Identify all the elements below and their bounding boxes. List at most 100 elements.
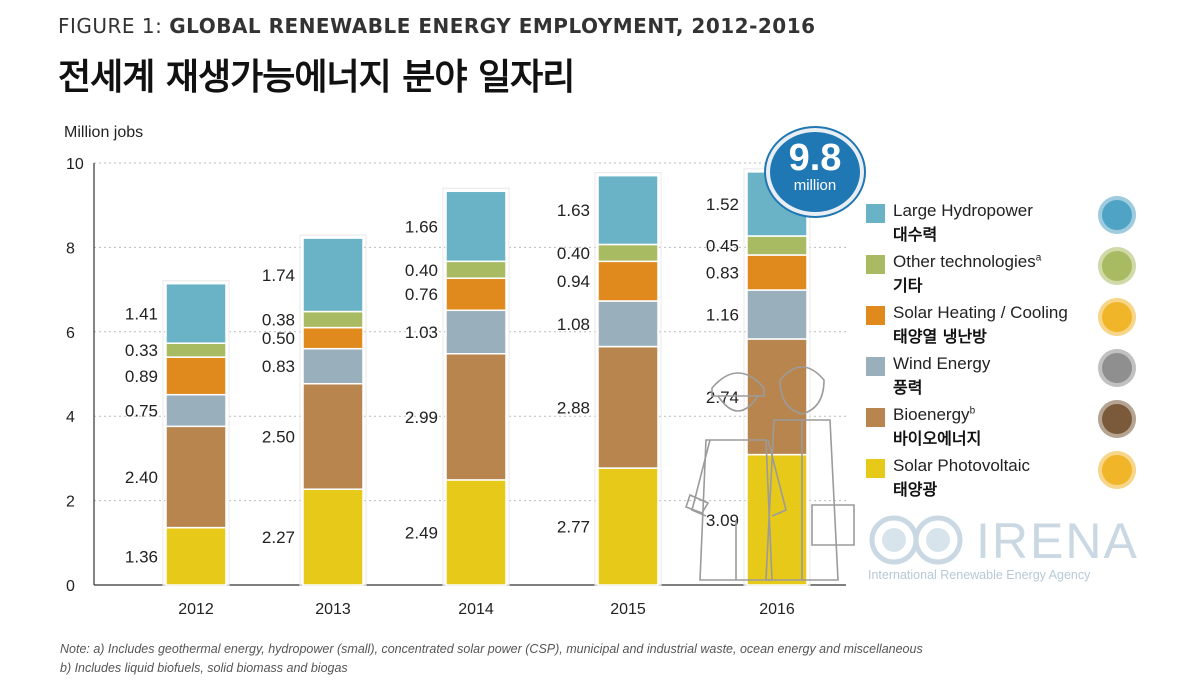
legend-label-text: Wind Energy [893, 354, 991, 373]
legend-label: Solar Heating / Cooling [893, 303, 1068, 323]
footnote-b: b) Includes liquid biofuels, solid bioma… [60, 661, 348, 675]
irena-globe-icon [869, 515, 963, 565]
data-label: 2.50 [262, 427, 295, 446]
wind-icon [1098, 349, 1136, 387]
total-badge: 9.8 million [766, 128, 864, 216]
data-label: 1.16 [706, 305, 739, 324]
legend-label-text: Bioenergy [893, 405, 970, 424]
data-label: 2.49 [405, 523, 438, 542]
page-title: 전세계 재생가능에너지 분야 일자리 [58, 57, 575, 98]
workers-illustration [684, 366, 855, 581]
data-label: 0.83 [706, 264, 739, 283]
bar-segment [445, 260, 507, 279]
irena-subtitle: International Renewable Energy Agency [868, 568, 1091, 582]
leaf-icon [1098, 400, 1136, 438]
bar-segment [597, 243, 659, 263]
worker-outline [765, 419, 839, 581]
legend-label-text: Large Hydropower [893, 201, 1033, 220]
x-tick-label: 2015 [610, 601, 646, 618]
bar-segment [302, 326, 364, 350]
total-unit: million [793, 177, 837, 194]
data-label: 1.74 [262, 266, 295, 285]
other-tech-icon [1098, 247, 1136, 285]
figure-number: FIGURE 1: [58, 14, 170, 38]
legend-swatch [866, 408, 885, 427]
legend-item: Wind Energy 풍력 [866, 349, 1166, 400]
x-tick-label: 2012 [178, 601, 214, 618]
bar-segment [597, 260, 659, 302]
data-label: 0.38 [262, 311, 295, 330]
data-label: 1.36 [125, 547, 158, 566]
data-label: 0.50 [262, 329, 295, 348]
sun-icon [1098, 298, 1136, 336]
data-label: 0.89 [125, 367, 158, 386]
legend-label: Bioenergyb [893, 405, 975, 425]
bar-segment [445, 479, 507, 586]
bar-segment [302, 310, 364, 329]
chart-legend: Large Hydropower 대수력 Other technologiesa 기타… [866, 196, 1166, 502]
y-tick-label: 6 [66, 325, 75, 342]
x-tick-label: 2014 [458, 601, 494, 618]
data-label: 1.03 [405, 323, 438, 342]
irena-wordmark: IRENA [976, 513, 1139, 569]
legend-swatch [866, 459, 885, 478]
data-label: 2.77 [557, 518, 590, 537]
bar-segment [445, 309, 507, 355]
bar-segment [302, 488, 364, 586]
legend-item: Large Hydropower 대수력 [866, 196, 1166, 247]
data-label: 2.88 [557, 398, 590, 417]
worker-outline [811, 504, 855, 546]
bar-segment [597, 467, 659, 586]
bar-segment [302, 237, 364, 313]
footnotes: Note: a) Includes geothermal energy, hyd… [60, 640, 923, 678]
data-label: 0.45 [706, 237, 739, 256]
bar-segment [445, 352, 507, 481]
data-label: 0.76 [405, 285, 438, 304]
legend-label-kr: 풍력 [893, 378, 923, 397]
bar-segment [597, 300, 659, 348]
legend-footnote-marker: a [1035, 252, 1042, 264]
data-label: 0.40 [405, 261, 438, 280]
legend-label-text: Solar Photovoltaic [893, 456, 1031, 475]
worker-outline [767, 439, 787, 517]
bar-segment [746, 235, 808, 256]
total-value: 9.8 [788, 137, 842, 179]
bar-segment [445, 277, 507, 312]
legend-label-kr: 기타 [893, 276, 923, 295]
bar-segment [597, 174, 659, 246]
y-axis-label: Million jobs [64, 124, 144, 141]
legend-item: Solar Photovoltaic 태양광 [866, 451, 1166, 502]
worker-outline [684, 493, 710, 514]
figure-label: FIGURE 1: GLOBAL RENEWABLE ENERGY EMPLOY… [58, 14, 816, 38]
legend-swatch [866, 255, 885, 274]
data-label: 0.75 [125, 402, 158, 421]
bar-segment [165, 282, 227, 344]
data-label: 1.41 [125, 304, 158, 323]
sun-icon [1098, 451, 1136, 489]
worker-outline [717, 395, 759, 412]
bar-segment [165, 356, 227, 396]
data-label: 2.40 [125, 468, 158, 487]
irena-logo: IRENA International Renewable Energy Age… [868, 512, 1148, 592]
legend-label: Solar Photovoltaic [893, 456, 1030, 476]
bar-segment [165, 342, 227, 358]
legend-label-text: Other technologies [893, 252, 1036, 271]
worker-outline [711, 372, 765, 397]
bar-segment [746, 254, 808, 291]
data-label: 1.08 [557, 315, 590, 334]
data-label: 0.83 [262, 357, 295, 376]
legend-label: Wind Energy [893, 354, 990, 374]
worker-outline [779, 366, 825, 415]
legend-swatch [866, 204, 885, 223]
data-label: 0.40 [557, 244, 590, 263]
x-tick-label: 2013 [315, 601, 351, 618]
legend-label-kr: 대수력 [893, 225, 938, 244]
bar-segment [302, 347, 364, 385]
data-label: 0.33 [125, 341, 158, 360]
y-tick-label: 2 [66, 494, 75, 511]
data-label: 2.99 [405, 408, 438, 427]
data-label: 0.94 [557, 272, 590, 291]
water-drop-icon [1098, 196, 1136, 234]
data-label: 1.63 [557, 201, 590, 220]
y-tick-label: 10 [66, 156, 84, 173]
